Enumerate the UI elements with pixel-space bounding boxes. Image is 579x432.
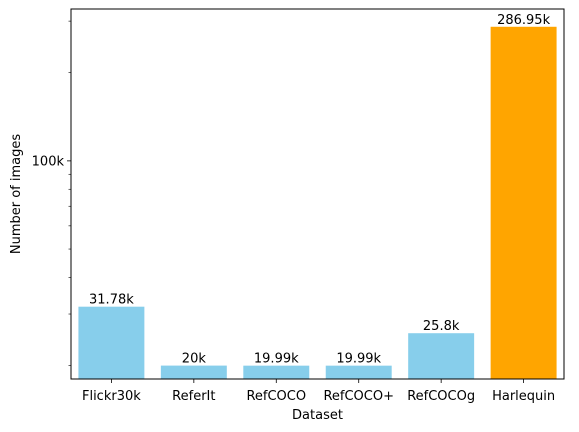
bar-labels-group: 31.78k 20k 19.99k 19.99k 25.8k 286.95k [89, 13, 551, 367]
y-tick-label: 100k [32, 154, 65, 169]
y-axis-ticks: 100k [32, 20, 71, 366]
plot-frame [70, 8, 565, 380]
x-tick-label: RefCOCO+ [323, 389, 394, 404]
bar-harlequin [490, 26, 557, 379]
x-axis-label: Dataset [292, 408, 343, 423]
x-axis-ticks: Flickr30k ReferIt RefCOCO RefCOCO+ RefCOCOg H… [82, 379, 555, 404]
x-tick-label: Flickr30k [82, 389, 141, 404]
bar-refcocog [408, 333, 475, 379]
bar-flickr30k [78, 306, 145, 379]
bar-refcoco [243, 365, 310, 379]
bar-value-label: 31.78k [89, 293, 134, 308]
bar-value-label: 25.8k [423, 319, 460, 334]
x-tick-label: ReferIt [172, 389, 215, 404]
x-tick-label: RefCOCO [246, 389, 306, 404]
bar-referit [160, 365, 227, 379]
x-tick-label: RefCOCOg [407, 389, 475, 404]
bar-value-label: 19.99k [254, 352, 299, 367]
bar-value-label: 20k [182, 352, 207, 367]
bar-refcoco- [325, 365, 392, 379]
bar-value-label: 286.95k [497, 13, 550, 28]
x-tick-label: Harlequin [492, 389, 555, 404]
bars-group [78, 26, 557, 379]
y-axis-label: Number of images [9, 134, 24, 255]
bar-value-label: 19.99k [336, 352, 381, 367]
